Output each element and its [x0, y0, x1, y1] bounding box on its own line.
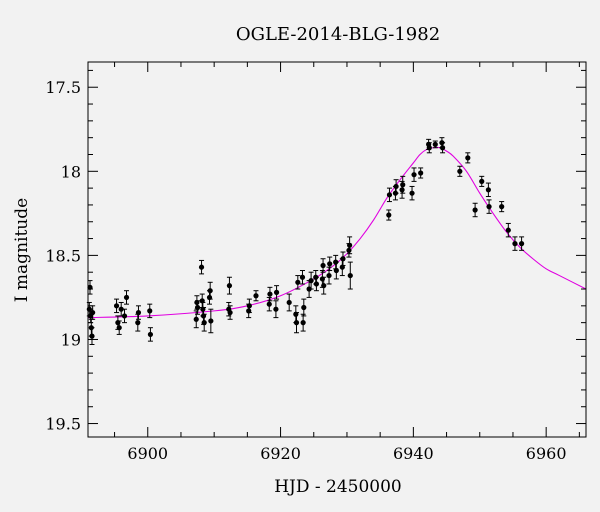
- data-point: [308, 278, 314, 284]
- data-point: [505, 227, 511, 233]
- data-point: [321, 283, 327, 289]
- data-point: [346, 247, 352, 253]
- data-point: [300, 320, 306, 326]
- data-point: [333, 267, 339, 274]
- data-point: [121, 313, 128, 319]
- data-point: [299, 274, 306, 280]
- data-point: [227, 309, 233, 316]
- data-point: [512, 241, 518, 247]
- data-point: [409, 190, 415, 196]
- data-point: [266, 301, 272, 307]
- data-point: [89, 333, 95, 339]
- x-tick-label: 6920: [260, 444, 301, 463]
- data-point: [347, 272, 353, 279]
- data-point: [326, 272, 332, 279]
- data-point: [313, 281, 320, 287]
- y-tick-label: 18.5: [45, 246, 81, 265]
- plot-content: [86, 137, 587, 346]
- data-point: [301, 304, 307, 311]
- data-point: [273, 289, 280, 295]
- data-point: [194, 304, 201, 311]
- data-point: [347, 242, 353, 248]
- data-point: [426, 145, 432, 151]
- axis-ticks: 6900 6920 6940 6960 17.5 18 18.5 19 19.5: [45, 62, 586, 463]
- data-point: [246, 303, 252, 309]
- data-point: [411, 172, 417, 178]
- data-point: [293, 320, 300, 326]
- data-point: [147, 308, 153, 314]
- data-point: [518, 241, 525, 247]
- data-point: [465, 155, 471, 161]
- data-point: [320, 262, 326, 269]
- data-point: [327, 261, 333, 267]
- x-axis-label: HJD - 2450000: [274, 477, 402, 497]
- data-point: [226, 283, 233, 289]
- chart-title: OGLE-2014-BLG-1982: [236, 24, 440, 45]
- y-tick-label: 17.5: [45, 78, 81, 97]
- data-point: [253, 293, 259, 299]
- data-point: [118, 306, 124, 312]
- data-point: [207, 288, 213, 294]
- data-point: [113, 303, 120, 309]
- data-point: [399, 187, 405, 193]
- data-point: [273, 306, 279, 312]
- data-point: [472, 207, 478, 213]
- data-point: [123, 294, 130, 301]
- data-point: [486, 204, 492, 210]
- data-point: [439, 145, 446, 151]
- plot-frame: [87, 61, 587, 438]
- data-point: [393, 183, 399, 190]
- data-point: [386, 192, 393, 198]
- data-point: [267, 291, 273, 297]
- data-point: [499, 204, 505, 210]
- data-point: [135, 320, 141, 326]
- data-point: [485, 187, 491, 193]
- y-axis-label: I magnitude: [12, 198, 32, 302]
- data-point: [457, 168, 463, 174]
- x-tick-label: 6940: [393, 444, 434, 463]
- data-point: [295, 279, 301, 285]
- data-point: [340, 256, 346, 262]
- data-point: [208, 318, 214, 324]
- data-point: [400, 182, 406, 188]
- data-point: [386, 212, 392, 218]
- x-tick-label: 6900: [127, 444, 168, 463]
- data-point: [116, 325, 122, 331]
- data-point: [90, 309, 96, 316]
- data-point: [479, 178, 485, 184]
- data-point: [286, 299, 292, 306]
- data-point: [201, 320, 207, 326]
- model-curve: [87, 146, 587, 319]
- data-point: [147, 331, 154, 338]
- y-tick-label: 19: [61, 330, 81, 349]
- y-tick-label: 19.5: [45, 415, 81, 434]
- x-tick-label: 6960: [526, 444, 567, 463]
- data-point: [135, 309, 142, 316]
- y-tick-label: 18: [61, 162, 81, 181]
- data-point: [193, 316, 199, 322]
- data-point: [198, 264, 205, 270]
- data-point: [418, 170, 424, 176]
- data-point: [432, 141, 438, 147]
